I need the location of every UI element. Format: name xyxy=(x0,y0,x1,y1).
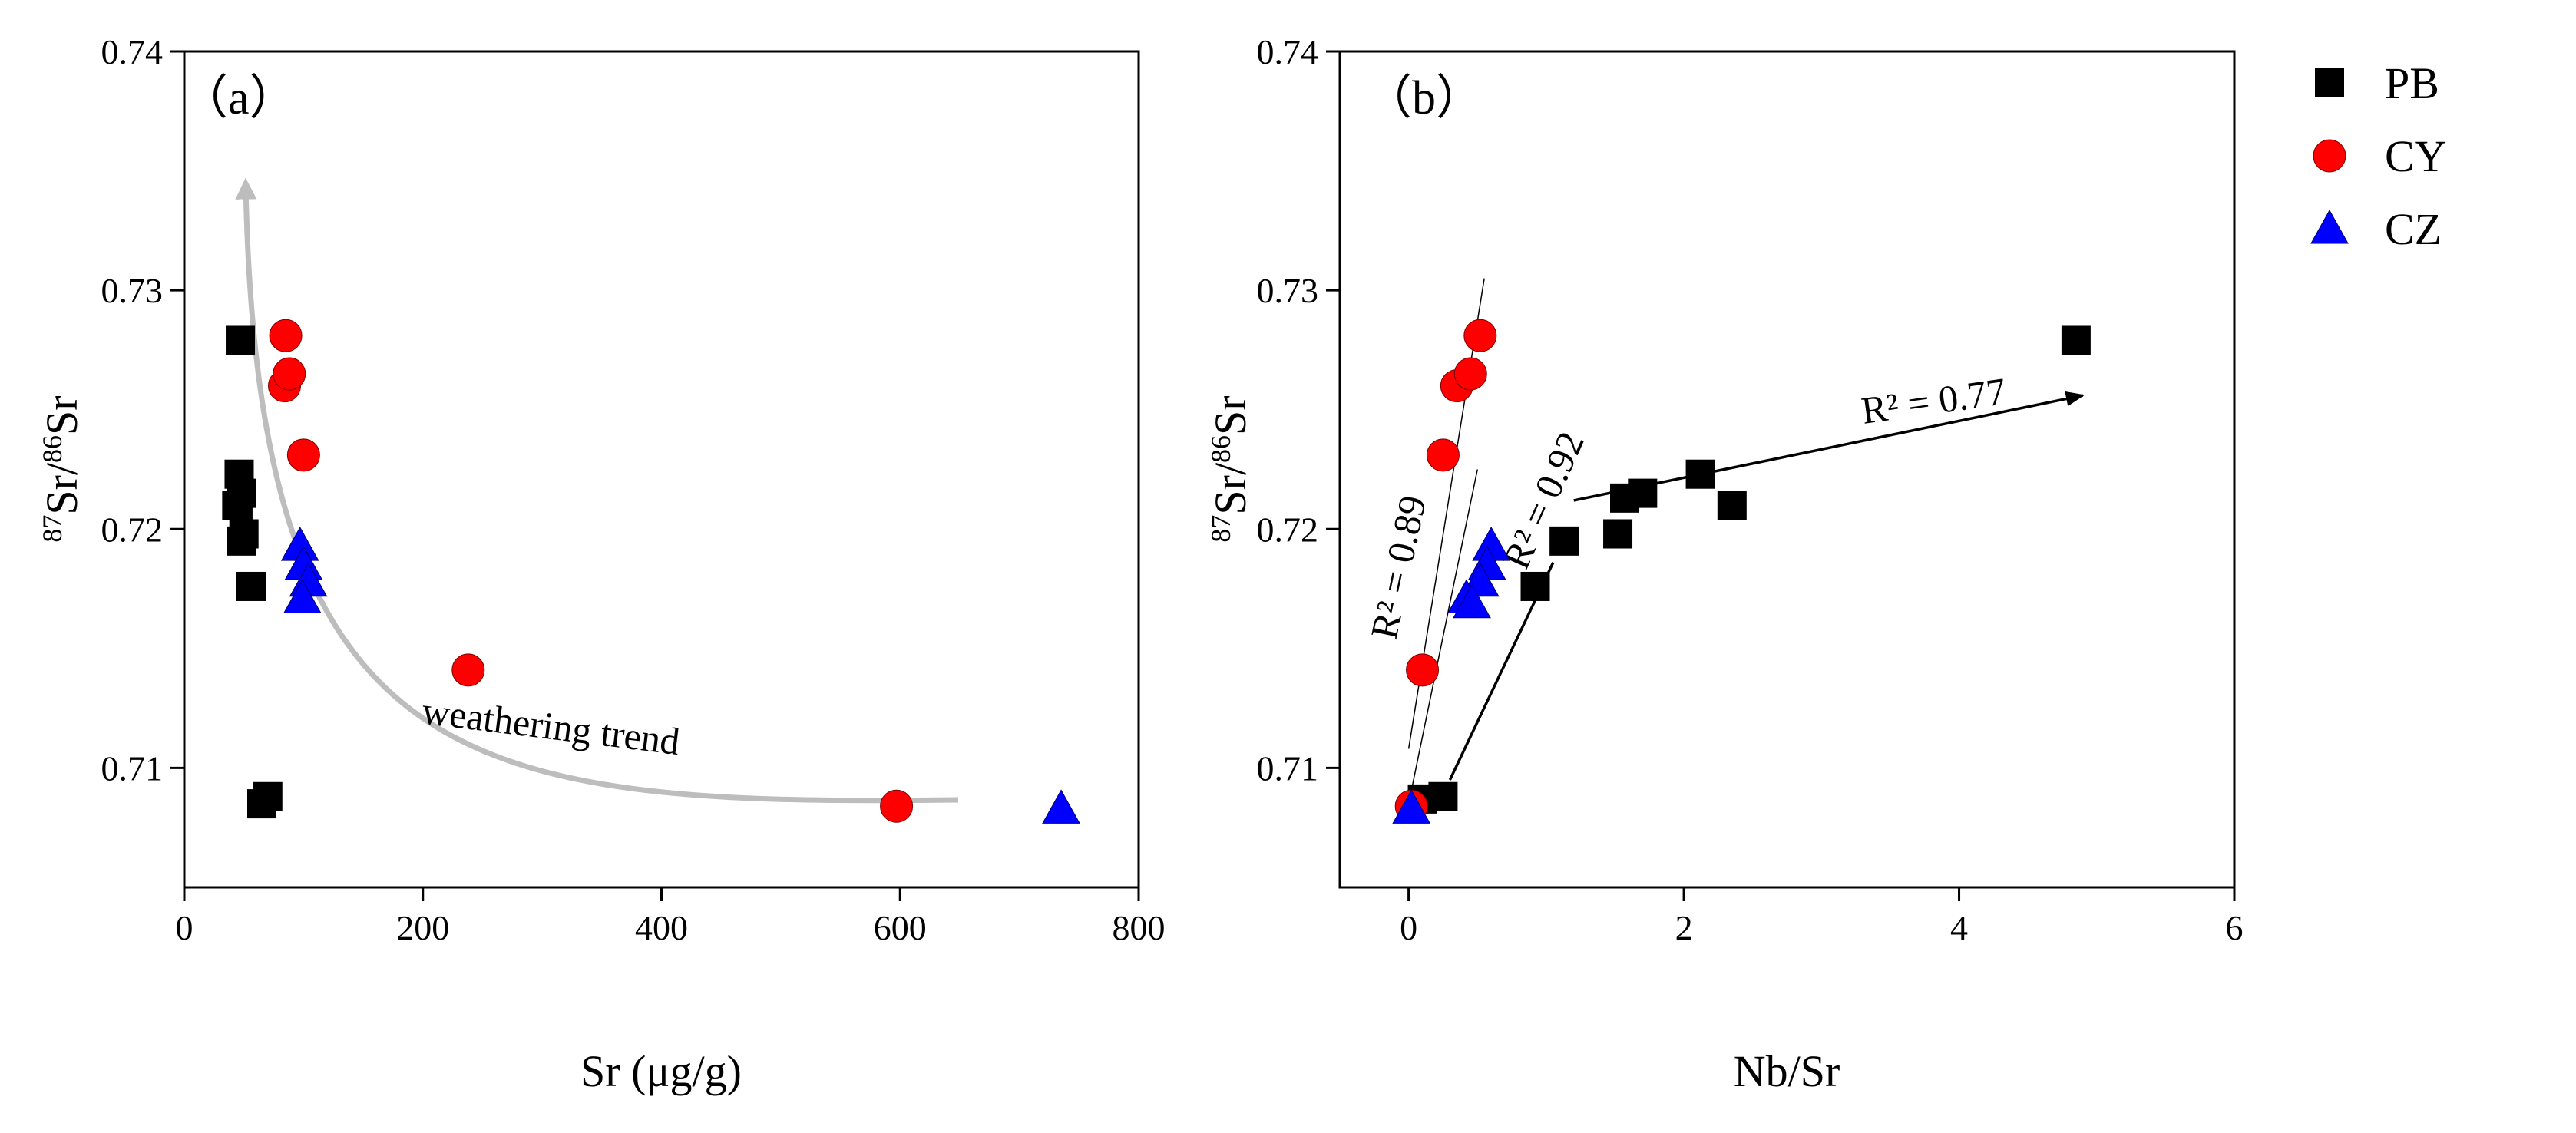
a-x-tick-label: 800 xyxy=(1113,908,1166,947)
plot-frame-b xyxy=(1338,50,2236,889)
a-y-tick-label: 0.74 xyxy=(101,32,164,71)
b-point-pb xyxy=(1717,491,1747,520)
a-point-cz xyxy=(1042,789,1080,824)
b-point-cz xyxy=(1392,789,1431,824)
b-point-pb xyxy=(2061,325,2091,355)
weathering-trend-arrow xyxy=(235,177,959,804)
a-x-tick-label: 200 xyxy=(396,908,449,947)
legend-marker-pb xyxy=(2315,68,2344,97)
legend-marker-cy xyxy=(2313,139,2346,173)
b-y-tick-label: 0.73 xyxy=(1257,271,1319,310)
legend-label-cy: CY xyxy=(2385,131,2447,181)
axis-ticks-b: 0 2 4 6 0.71 0.72 0.73 0.74 xyxy=(1257,32,2244,947)
b-point-pb xyxy=(1610,483,1640,513)
b-point-pb xyxy=(1428,781,1458,811)
y-axis-label-a: 87Sr/86Sr xyxy=(37,395,87,542)
a-x-tick-label: 600 xyxy=(874,908,927,947)
b-point-pb xyxy=(1603,519,1633,549)
b-point-pb xyxy=(1685,459,1715,489)
legend-marker-cz xyxy=(2310,209,2349,244)
a-point-cy xyxy=(273,357,306,391)
a-point-cy xyxy=(451,653,485,687)
a-point-cy xyxy=(880,789,914,823)
a-point-cy xyxy=(286,438,320,472)
a-point-pb xyxy=(222,491,252,520)
a-point-pb xyxy=(253,781,283,811)
a-point-pb xyxy=(236,571,266,601)
data-points-a xyxy=(222,319,1080,824)
a-point-pb xyxy=(226,325,256,355)
svg-text:87Sr/86Sr: 87Sr/86Sr xyxy=(1205,395,1255,542)
panel-b: 0 2 4 6 0.71 0.72 0.73 0.74 R² = 0.89 R² = 0.92R… xyxy=(1205,32,2447,1096)
regression-line-pb-arrow xyxy=(1573,391,2085,502)
x-axis-label-a: Sr (μg/g) xyxy=(580,1046,742,1096)
b-point-cy xyxy=(1406,653,1440,687)
plot-frame-a xyxy=(183,50,1140,889)
legend-label-pb: PB xyxy=(2385,58,2439,108)
a-x-tick-label: 400 xyxy=(635,908,688,947)
x-axis-label-b: Nb/Sr xyxy=(1734,1046,1840,1096)
svg-text:87Sr/86Sr: 87Sr/86Sr xyxy=(37,395,87,542)
a-y-tick-label: 0.71 xyxy=(101,748,164,788)
b-point-cz xyxy=(1453,583,1491,619)
a-point-pb xyxy=(227,526,256,556)
b-point-cy xyxy=(1426,438,1460,472)
y-axis-label-b: 87Sr/86Sr xyxy=(1205,395,1255,542)
b-x-tick-label: 4 xyxy=(1950,908,1968,947)
b-y-tick-label: 0.71 xyxy=(1257,748,1319,788)
r2-label-cy: R² = 0.89 xyxy=(1362,492,1434,643)
b-point-pb xyxy=(1549,526,1579,556)
b-point-cy xyxy=(1453,357,1487,391)
data-points-b xyxy=(1392,319,2091,824)
b-x-tick-label: 6 xyxy=(2226,908,2244,947)
axis-ticks-a: 0 200 400 600 800 0.71 0.72 0.73 0.74 xyxy=(101,32,1166,947)
b-point-pb xyxy=(1520,571,1550,601)
a-point-cz xyxy=(283,579,322,614)
weathering-trend-label: weathering trend xyxy=(420,689,683,763)
b-point-cy xyxy=(1463,319,1497,352)
panel-label-a: （a） xyxy=(180,72,297,124)
a-y-tick-label: 0.73 xyxy=(101,271,164,310)
a-point-cy xyxy=(269,319,303,352)
regression-line-cz xyxy=(1407,469,1478,804)
panel-a: 0 200 400 600 800 0.71 0.72 0.73 0.74 weathering… xyxy=(37,32,1166,1096)
r2-label-pb: R² = 0.77 xyxy=(1859,369,2009,432)
legend-label-cz: CZ xyxy=(2385,204,2442,254)
b-x-tick-label: 2 xyxy=(1675,908,1693,947)
panel-label-b: （b） xyxy=(1364,72,1483,124)
a-x-tick-label: 0 xyxy=(176,908,193,947)
b-y-tick-label: 0.74 xyxy=(1257,32,1319,71)
legend: PB CY CZ xyxy=(2310,58,2447,254)
a-y-tick-label: 0.72 xyxy=(101,510,164,549)
trend-layer-a: weathering trend xyxy=(235,177,959,804)
b-y-tick-label: 0.72 xyxy=(1257,510,1319,549)
b-x-tick-label: 0 xyxy=(1400,908,1417,947)
